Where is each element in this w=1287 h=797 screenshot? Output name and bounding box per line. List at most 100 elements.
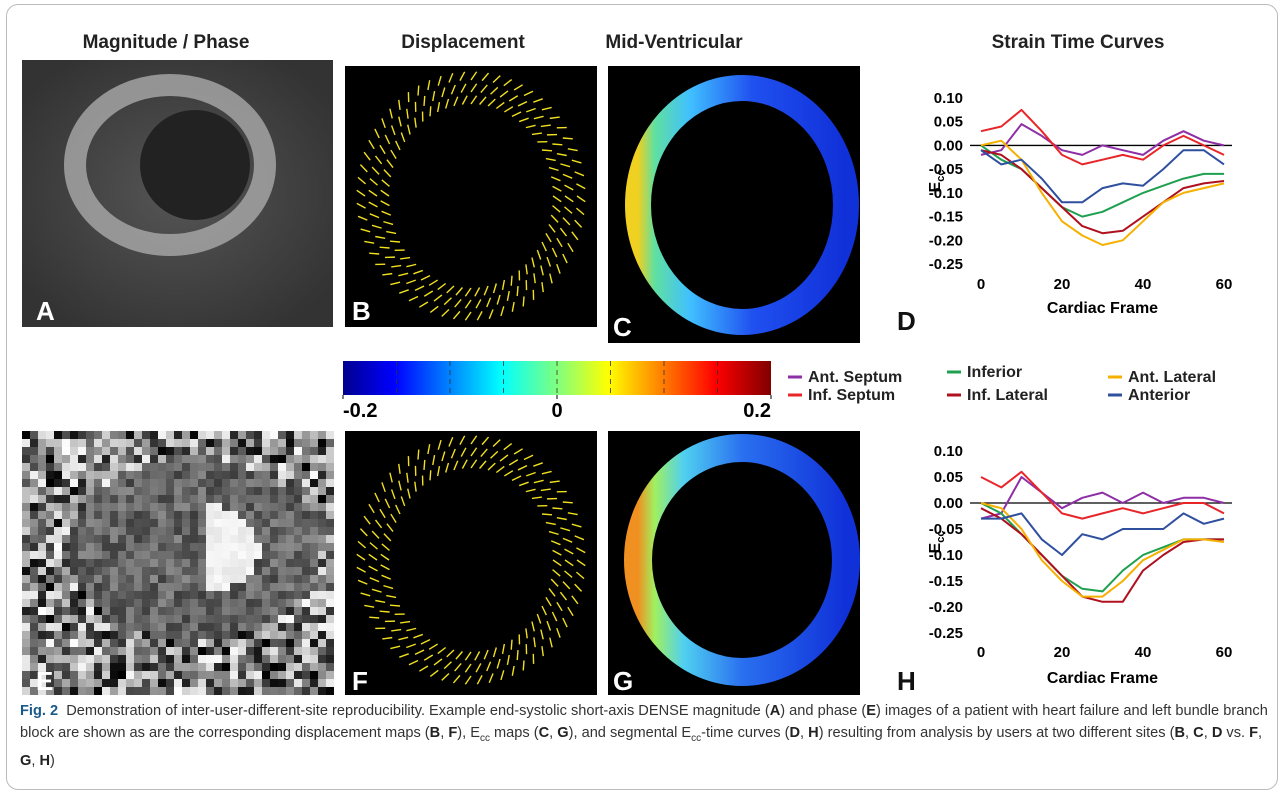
pixel (110, 551, 118, 559)
pixel (254, 471, 262, 479)
pixel (78, 439, 86, 447)
pixel (134, 455, 142, 463)
pixel (86, 463, 94, 471)
pixel (174, 551, 182, 559)
pixel (286, 615, 294, 623)
pixel (190, 687, 198, 695)
pixel (190, 495, 198, 503)
pixel (102, 591, 110, 599)
caption-text: E (866, 703, 876, 719)
pixel (150, 655, 158, 663)
arrow (414, 117, 417, 128)
pixel (254, 503, 262, 511)
pixel (166, 599, 174, 607)
pixel (30, 495, 38, 503)
pixel (86, 647, 94, 655)
pixel (310, 551, 318, 559)
pixel (94, 455, 102, 463)
arrow (395, 504, 401, 515)
pixel (206, 687, 214, 695)
pixel (278, 479, 286, 487)
caption-text: , (440, 725, 449, 741)
caption-text: , (1185, 725, 1194, 741)
pixel (262, 455, 270, 463)
pixel (38, 575, 46, 583)
pixel (318, 559, 326, 567)
pixel (310, 631, 318, 639)
pixel (286, 575, 294, 583)
pixel (110, 591, 118, 599)
pixel (46, 495, 54, 503)
arrow (382, 272, 393, 276)
arrow (398, 99, 401, 110)
pixel (238, 655, 246, 663)
pixel (142, 655, 150, 663)
pixel (294, 575, 302, 583)
legend-label: Inf. Lateral (967, 387, 1048, 404)
pixel (134, 463, 142, 471)
arrow (446, 649, 455, 658)
pixel (78, 519, 86, 527)
pixel (110, 479, 118, 487)
pixel (134, 631, 142, 639)
arrow (379, 246, 390, 249)
pixel (302, 551, 310, 559)
pixel (126, 639, 134, 647)
pixel (286, 639, 294, 647)
arrow (398, 272, 409, 277)
arrow (556, 517, 567, 521)
pixel (254, 519, 262, 527)
pixel (214, 535, 222, 543)
pixel (126, 591, 134, 599)
arrow (432, 91, 436, 102)
pixel (158, 535, 166, 543)
pixel (214, 575, 222, 583)
y-tick-label: 0.00 (934, 137, 963, 154)
caption-text: , (31, 752, 40, 769)
pixel (222, 679, 230, 687)
arrow (516, 286, 519, 297)
arrow (380, 189, 390, 197)
pixel (22, 599, 30, 607)
pixel (214, 623, 222, 631)
pixel (38, 599, 46, 607)
pixel (70, 535, 78, 543)
pixel (174, 575, 182, 583)
pixel (222, 551, 230, 559)
arrow (525, 488, 536, 493)
arrow (548, 588, 556, 597)
column-title: Mid-Ventricular (605, 32, 743, 53)
arrow (513, 84, 523, 91)
arrow (383, 169, 392, 178)
pixel (230, 527, 238, 535)
pixel (62, 679, 70, 687)
pixel (174, 527, 182, 535)
pixel (270, 663, 278, 671)
pixel (110, 463, 118, 471)
arrow (556, 601, 563, 612)
pixel (310, 639, 318, 647)
arrow (551, 247, 558, 258)
pixel (102, 471, 110, 479)
pixel (310, 559, 318, 567)
pixel (198, 551, 206, 559)
pixel (310, 575, 318, 583)
pixel (46, 527, 54, 535)
pixel (70, 527, 78, 535)
pixel (302, 487, 310, 495)
arrow (406, 643, 416, 649)
pixel (270, 583, 278, 591)
arrow (381, 210, 392, 216)
arrow (548, 530, 559, 536)
arrow (541, 241, 547, 252)
arrow (450, 448, 456, 459)
pixel (222, 583, 230, 591)
arrow (564, 559, 574, 567)
pixel (230, 439, 238, 447)
arrow (407, 488, 411, 499)
arrow (545, 157, 556, 162)
pixel (110, 447, 118, 455)
pixel (118, 655, 126, 663)
pixel (54, 535, 62, 543)
arrow (552, 143, 563, 146)
